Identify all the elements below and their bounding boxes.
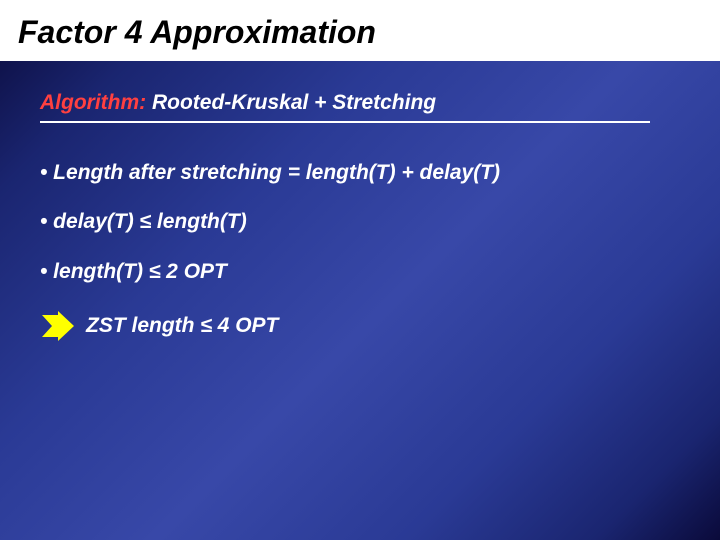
- slide-title: Factor 4 Approximation: [18, 14, 702, 51]
- algorithm-name: Rooted-Kruskal + Stretching: [146, 91, 436, 114]
- underline-divider: [40, 121, 650, 123]
- bullet-item: • delay(T) ≤ length(T): [40, 208, 680, 235]
- bullet-item: • Length after stretching = length(T) + …: [40, 159, 680, 186]
- bullet-item: • length(T) ≤ 2 OPT: [40, 258, 680, 285]
- algorithm-line: Algorithm: Rooted-Kruskal + Stretching: [40, 91, 680, 115]
- conclusion-row: ZST length ≤ 4 OPT: [40, 311, 680, 341]
- arrow-icon: [40, 311, 76, 341]
- algorithm-label: Algorithm:: [40, 91, 146, 114]
- title-bar: Factor 4 Approximation: [0, 0, 720, 61]
- slide-content: Algorithm: Rooted-Kruskal + Stretching •…: [0, 61, 720, 361]
- conclusion-text: ZST length ≤ 4 OPT: [86, 314, 278, 338]
